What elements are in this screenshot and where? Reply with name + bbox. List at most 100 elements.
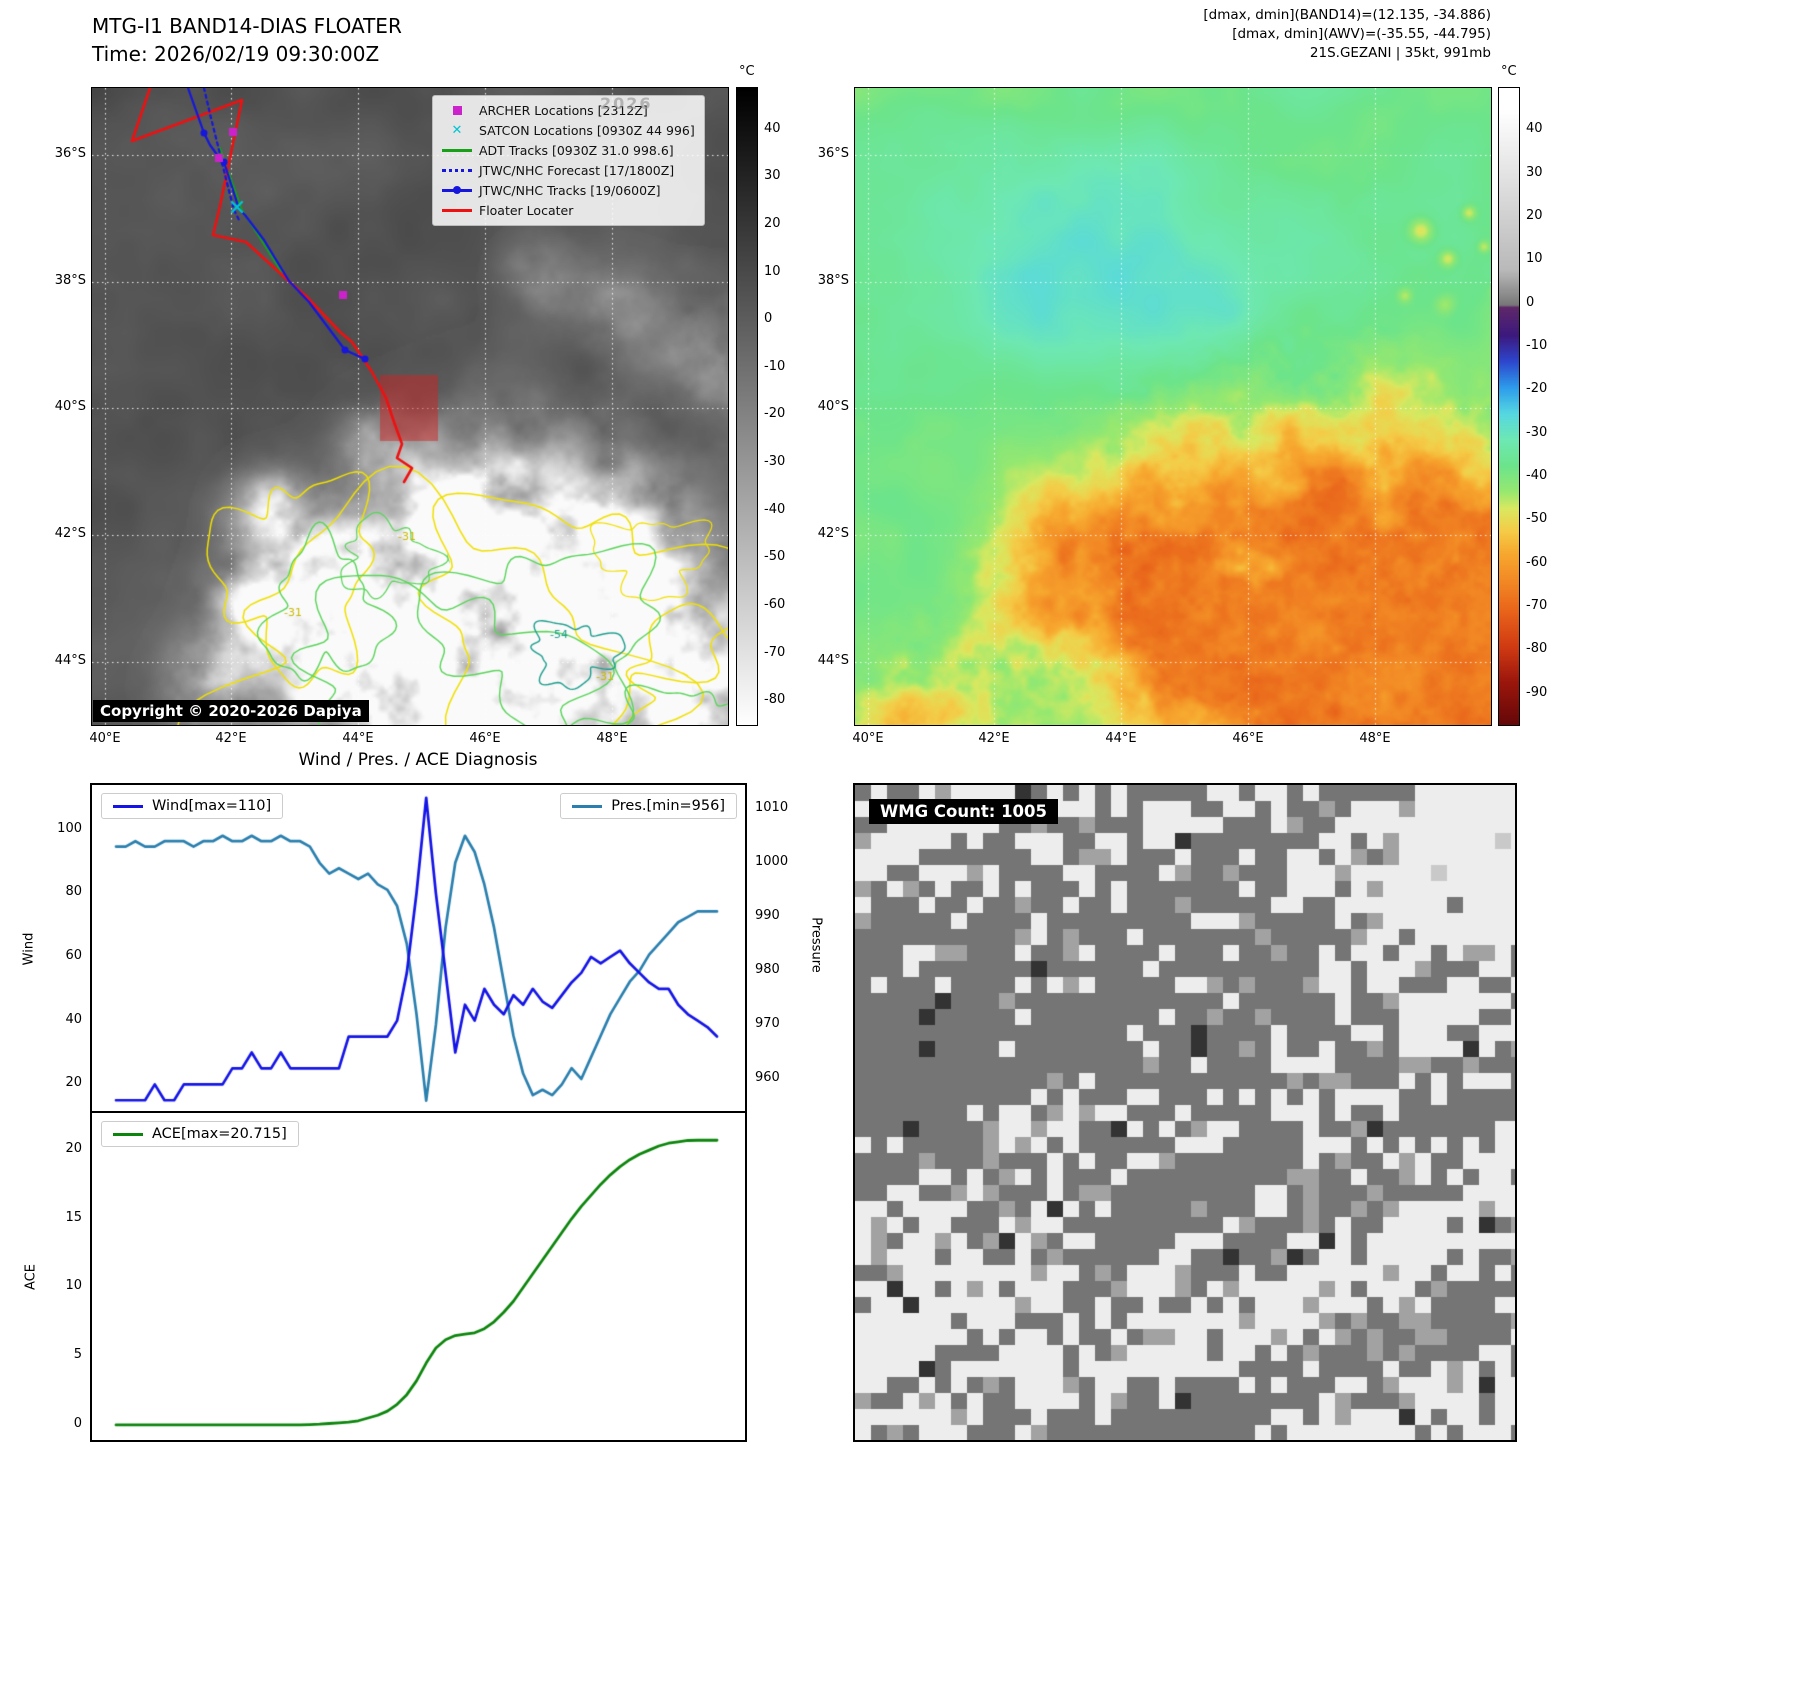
- legend-item: Floater Locater: [442, 202, 695, 219]
- map2-lat-tick: 42°S: [817, 526, 849, 541]
- wind-line-sample: [113, 804, 143, 808]
- left-colorbar-tick: -60: [764, 596, 786, 612]
- map2-lon-tick: 44°E: [1105, 731, 1137, 746]
- left-colorbar-tick: -40: [764, 501, 786, 517]
- ace-legend-label: ACE[max=20.715]: [152, 1126, 287, 1142]
- stat-band14-range: [dmax, dmin](BAND14)=(12.135, -34.886): [1203, 7, 1491, 23]
- ace-axis-tick: 5: [73, 1347, 82, 1363]
- line-marker-icon: [442, 209, 472, 212]
- map1-lon-tick: 44°E: [342, 731, 374, 746]
- map1-lat-tick: 38°S: [54, 273, 86, 288]
- legend-item-label: JTWC/NHC Forecast [17/1800Z]: [479, 163, 675, 178]
- left-colorbar-tick: 10: [764, 263, 781, 279]
- legend-item: ✕ SATCON Locations [0930Z 44 996]: [442, 122, 695, 139]
- left-colorbar-tick: 40: [764, 120, 781, 136]
- left-colorbar-tick: 0: [764, 311, 773, 327]
- left-colorbar-tick: -30: [764, 454, 786, 470]
- right-colorbar-tick: -50: [1526, 511, 1548, 527]
- right-colorbar-tick: -10: [1526, 338, 1548, 353]
- map2-lon-tick: 48°E: [1359, 731, 1391, 746]
- right-colorbar-tick: 30: [1526, 164, 1543, 180]
- legend-item: JTWC/NHC Forecast [17/1800Z]: [442, 162, 695, 179]
- map1-lat-tick: 36°S: [54, 146, 86, 161]
- ace-axis-title: ACE: [23, 1264, 39, 1290]
- map2-lat-tick: 44°S: [817, 653, 849, 668]
- right-colorbar-tick: -60: [1526, 554, 1548, 570]
- ace-axis-tick: 15: [65, 1209, 82, 1225]
- pressure-axis-tick: 1010: [755, 799, 789, 815]
- legend-item-label: ADT Tracks [0930Z 31.0 998.6]: [479, 143, 674, 158]
- left-colorbar-tick: -20: [764, 406, 786, 422]
- left-colorbar-tick: -80: [764, 692, 786, 708]
- pressure-axis-tick: 980: [755, 961, 780, 977]
- map2-lat-tick: 38°S: [817, 273, 849, 288]
- ace-axis-tick: 10: [65, 1278, 82, 1294]
- page-title: MTG-I1 BAND14-DIAS FLOATER: [92, 14, 402, 38]
- left-colorbar-tick: -70: [764, 644, 786, 660]
- legend-item: ADT Tracks [0930Z 31.0 998.6]: [442, 142, 695, 159]
- pressure-axis-title: Pressure: [808, 917, 824, 973]
- legend-item-label: Floater Locater: [479, 203, 574, 218]
- map-legend: ARCHER Locations [2312Z] ✕ SATCON Location…: [432, 95, 705, 226]
- watermark: 2026: [600, 94, 653, 113]
- wind-legend-label: Wind[max=110]: [152, 798, 272, 814]
- wmg-count-badge: WMG Count: 1005: [869, 799, 1058, 824]
- wind-axis-tick: 60: [65, 947, 82, 963]
- right-colorbar-tick: -40: [1526, 468, 1548, 483]
- pressure-axis-tick: 970: [755, 1015, 780, 1031]
- left-colorbar-unit: °C: [739, 64, 755, 79]
- line-marker-icon: [442, 149, 472, 152]
- pressure-legend-label: Pres.[min=956]: [611, 798, 725, 814]
- map1-lat-tick: 44°S: [54, 653, 86, 668]
- legend-item-label: SATCON Locations [0930Z 44 996]: [479, 123, 695, 138]
- ace-line-sample: [113, 1132, 143, 1136]
- ace-axis-tick: 0: [73, 1415, 82, 1431]
- awv-satellite-map: [854, 87, 1492, 726]
- dotted-line-marker-icon: [442, 169, 472, 172]
- right-colorbar-tick: -20: [1526, 381, 1548, 397]
- pressure-line-sample: [572, 804, 603, 808]
- wind-axis-tick: 100: [57, 820, 82, 836]
- map2-lon-tick: 40°E: [852, 731, 884, 746]
- right-colorbar-tick: -70: [1526, 598, 1548, 613]
- map1-lon-tick: 40°E: [89, 731, 121, 746]
- ace-axis-tick: 20: [65, 1141, 82, 1157]
- right-colorbar: [1498, 87, 1520, 726]
- pressure-axis-tick: 960: [755, 1069, 780, 1085]
- map1-lat-tick: 42°S: [54, 526, 86, 541]
- header-stats: [dmax, dmin](BAND14)=(12.135, -34.886) […: [1203, 6, 1491, 63]
- left-colorbar-tick: 30: [764, 168, 781, 184]
- map1-lon-tick: 42°E: [215, 731, 247, 746]
- right-colorbar-tick: 10: [1526, 251, 1543, 267]
- wind-axis-tick: 20: [65, 1075, 82, 1091]
- map2-lon-tick: 42°E: [978, 731, 1010, 746]
- map2-lat-tick: 36°S: [817, 146, 849, 161]
- left-colorbar-tick: -50: [764, 549, 786, 565]
- map1-lon-tick: 48°E: [596, 731, 628, 746]
- pressure-axis-tick: 990: [755, 907, 780, 923]
- storm-id-intensity: 21S.GEZANI | 35kt, 991mb: [1309, 45, 1491, 61]
- x-marker-icon: ✕: [451, 123, 463, 138]
- map2-lat-tick: 40°S: [817, 399, 849, 414]
- charts-title: Wind / Pres. / ACE Diagnosis: [298, 750, 538, 770]
- copyright-label: Copyright © 2020-2026 Dapiya: [93, 700, 369, 722]
- wmg-count-image: [853, 783, 1517, 1442]
- wind-axis-tick: 80: [65, 884, 82, 900]
- stat-awv-range: [dmax, dmin](AWV)=(-35.55, -44.795): [1232, 26, 1491, 42]
- map2-lon-tick: 46°E: [1232, 731, 1264, 746]
- map1-lon-tick: 46°E: [469, 731, 501, 746]
- right-colorbar-tick: -30: [1526, 424, 1548, 440]
- pressure-axis-tick: 1000: [755, 853, 789, 869]
- square-marker-icon: [442, 106, 472, 115]
- wind-pressure-chart: [90, 783, 747, 1115]
- page-time: Time: 2026/02/19 09:30:00Z: [92, 42, 380, 66]
- left-colorbar-tick: -10: [764, 358, 786, 374]
- right-colorbar-tick: -90: [1526, 684, 1548, 700]
- right-colorbar-unit: °C: [1501, 64, 1517, 79]
- ace-legend: ACE[max=20.715]: [101, 1121, 299, 1147]
- pressure-legend: Pres.[min=956]: [560, 793, 737, 819]
- right-colorbar-tick: 40: [1526, 121, 1543, 137]
- wind-axis-title: Wind: [21, 932, 37, 966]
- left-colorbar-tick: 20: [764, 216, 781, 232]
